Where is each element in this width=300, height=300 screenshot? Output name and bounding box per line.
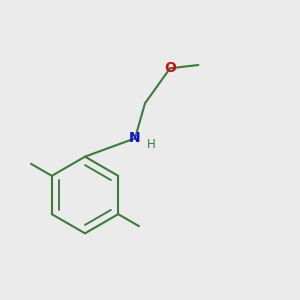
Text: H: H (147, 139, 156, 152)
Text: O: O (164, 61, 176, 75)
Text: N: N (129, 131, 141, 145)
